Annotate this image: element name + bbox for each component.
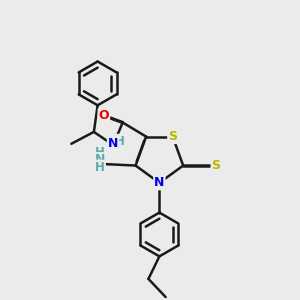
Text: N: N [154, 176, 165, 189]
Text: S: S [212, 159, 220, 172]
Text: H: H [95, 160, 104, 174]
Text: N: N [94, 153, 105, 166]
Text: N: N [108, 137, 118, 150]
Text: H: H [115, 135, 125, 148]
Text: H: H [95, 146, 104, 159]
Text: S: S [168, 130, 177, 143]
Text: O: O [99, 109, 109, 122]
